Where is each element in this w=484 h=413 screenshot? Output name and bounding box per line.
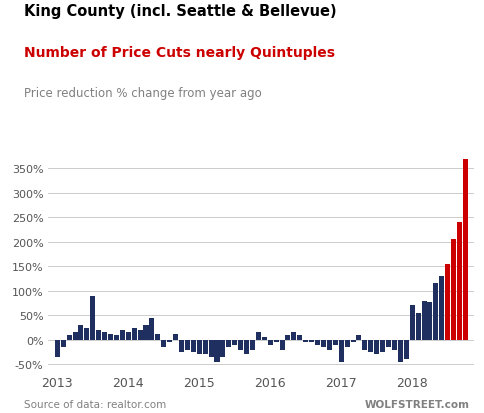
Bar bbox=[220, 340, 226, 357]
Bar bbox=[108, 334, 113, 340]
Bar bbox=[427, 302, 433, 340]
Bar bbox=[114, 335, 119, 340]
Bar bbox=[445, 264, 450, 340]
Bar bbox=[363, 340, 367, 350]
Bar bbox=[126, 332, 131, 340]
Text: WOLFSTREET.com: WOLFSTREET.com bbox=[364, 399, 469, 409]
Bar bbox=[67, 335, 72, 340]
Bar bbox=[203, 340, 208, 355]
Bar bbox=[327, 340, 332, 350]
Bar bbox=[137, 330, 143, 340]
Bar bbox=[386, 340, 391, 347]
Bar bbox=[392, 340, 397, 350]
Bar bbox=[433, 284, 439, 340]
Bar bbox=[73, 332, 77, 340]
Bar bbox=[262, 337, 267, 340]
Bar bbox=[214, 340, 220, 362]
Bar bbox=[356, 335, 362, 340]
Bar bbox=[380, 340, 385, 352]
Bar bbox=[333, 340, 338, 345]
Bar bbox=[96, 330, 101, 340]
Bar bbox=[155, 334, 160, 340]
Bar bbox=[209, 340, 213, 357]
Bar bbox=[185, 340, 190, 350]
Bar bbox=[286, 335, 290, 340]
Text: Price reduction % change from year ago: Price reduction % change from year ago bbox=[24, 87, 262, 100]
Bar bbox=[250, 340, 255, 350]
Bar bbox=[291, 332, 296, 340]
Text: King County (incl. Seattle & Bellevue): King County (incl. Seattle & Bellevue) bbox=[24, 4, 337, 19]
Bar bbox=[398, 340, 403, 362]
Bar bbox=[197, 340, 202, 355]
Bar bbox=[463, 159, 468, 340]
Bar bbox=[321, 340, 326, 347]
Bar bbox=[191, 340, 196, 352]
Bar bbox=[132, 328, 136, 340]
Bar bbox=[409, 306, 415, 340]
Bar bbox=[297, 335, 302, 340]
Bar bbox=[345, 340, 349, 347]
Bar bbox=[60, 340, 66, 347]
Bar bbox=[368, 340, 373, 352]
Bar bbox=[350, 340, 356, 342]
Bar bbox=[150, 318, 154, 340]
Bar bbox=[90, 296, 95, 340]
Bar bbox=[457, 223, 462, 340]
Bar bbox=[451, 240, 456, 340]
Bar bbox=[404, 340, 409, 359]
Bar bbox=[55, 340, 60, 357]
Bar bbox=[256, 332, 261, 340]
Text: Source of data: realtor.com: Source of data: realtor.com bbox=[24, 399, 166, 409]
Bar bbox=[167, 340, 172, 342]
Bar bbox=[309, 340, 314, 342]
Bar bbox=[102, 332, 107, 340]
Bar bbox=[280, 340, 285, 350]
Bar bbox=[84, 328, 90, 340]
Bar bbox=[161, 340, 166, 347]
Bar bbox=[120, 330, 125, 340]
Bar bbox=[303, 340, 308, 342]
Text: Number of Price Cuts nearly Quintuples: Number of Price Cuts nearly Quintuples bbox=[24, 45, 335, 59]
Bar bbox=[422, 301, 426, 340]
Bar bbox=[227, 340, 231, 347]
Bar bbox=[238, 340, 243, 350]
Bar bbox=[273, 340, 279, 342]
Bar bbox=[439, 276, 444, 340]
Bar bbox=[268, 340, 273, 345]
Bar bbox=[78, 325, 83, 340]
Bar bbox=[339, 340, 344, 362]
Bar bbox=[244, 340, 249, 355]
Bar bbox=[179, 340, 184, 352]
Bar bbox=[315, 340, 320, 345]
Bar bbox=[416, 313, 421, 340]
Bar bbox=[374, 340, 379, 355]
Bar bbox=[173, 334, 178, 340]
Bar bbox=[232, 340, 237, 345]
Bar bbox=[143, 325, 149, 340]
